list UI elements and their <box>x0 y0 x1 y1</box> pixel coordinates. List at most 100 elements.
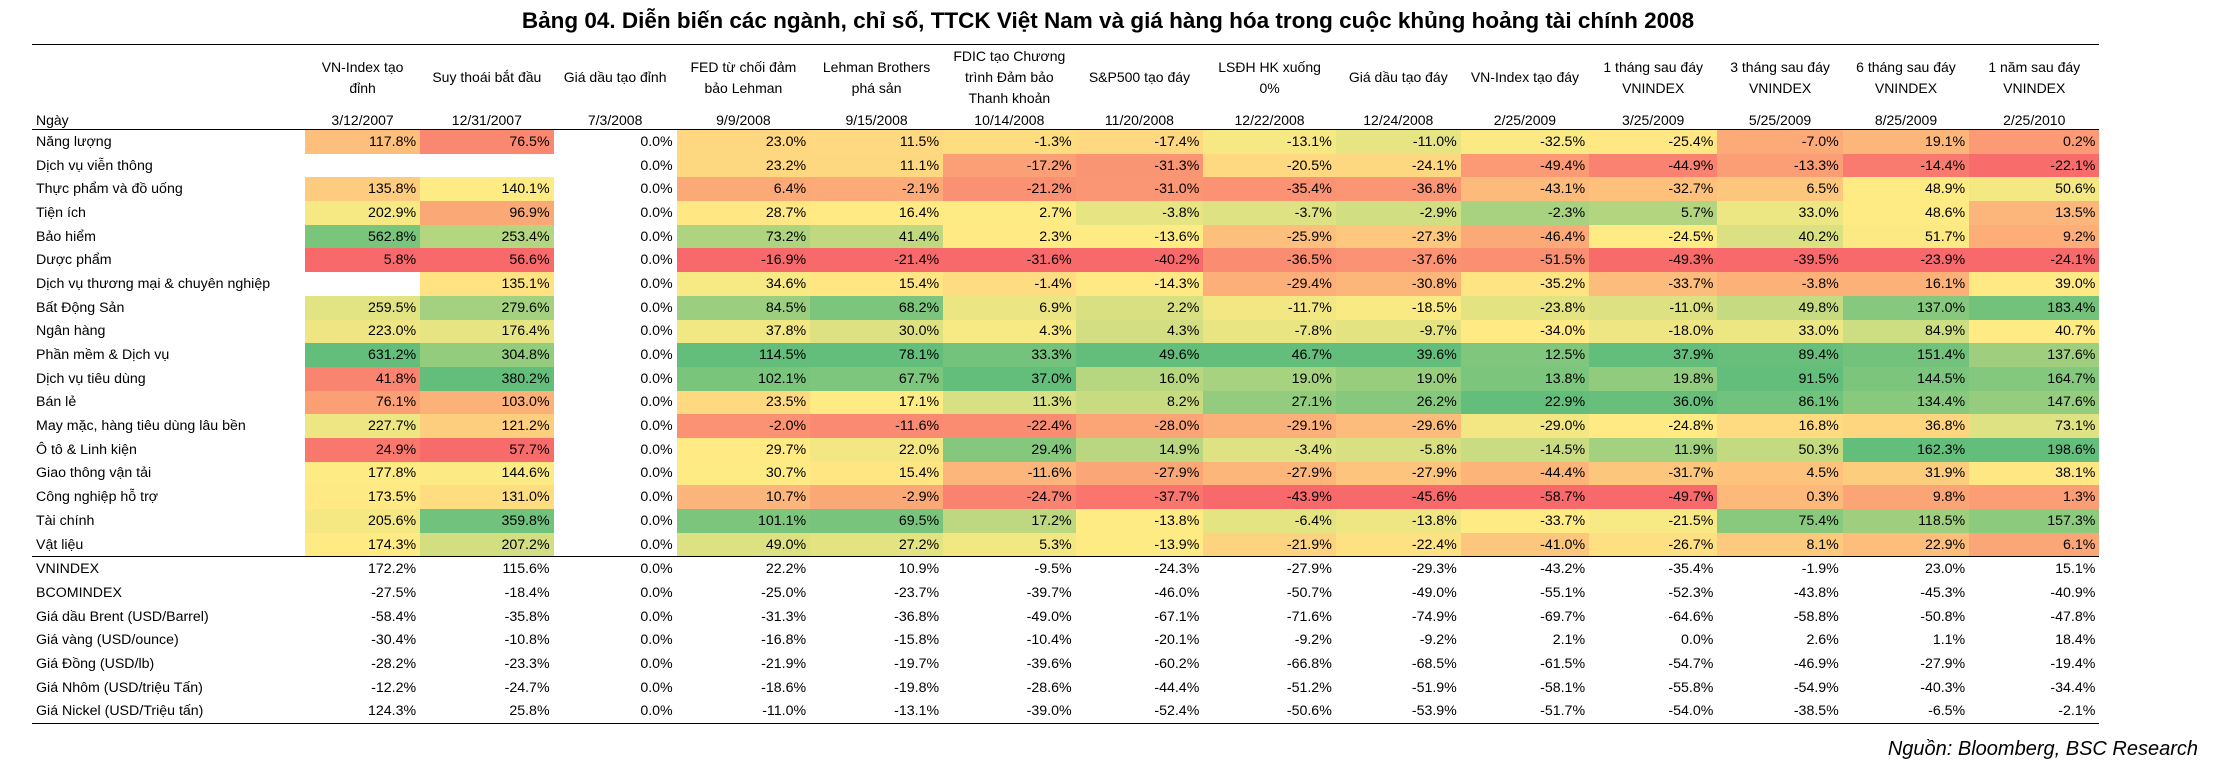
value-cell: 73.1% <box>1969 414 2100 438</box>
value-cell: -31.6% <box>943 248 1076 273</box>
value-cell: -18.0% <box>1589 319 1718 344</box>
value-cell: -35.8% <box>504 608 550 625</box>
value-cell: -1.9% <box>1717 556 1843 582</box>
value-cell: 11.5% <box>810 128 944 154</box>
value-cell: -46.0% <box>1154 584 1200 601</box>
value-cell: -31.3% <box>761 608 807 625</box>
value-cell: -11.7% <box>1203 295 1336 320</box>
value-cell: 202.9% <box>305 201 421 225</box>
row-label: Công nghiệp hỗ trợ <box>36 489 159 506</box>
sector-row: May mặc, hàng tiêu dùng lâu bền 227.7% 121… <box>32 414 2216 438</box>
value-cell: 0.0% <box>553 556 677 582</box>
value-cell: 17.2% <box>943 509 1076 533</box>
value-cell: 103.0% <box>420 390 554 415</box>
value-cell: -21.9% <box>761 655 807 672</box>
value-cell: 50.3% <box>1717 437 1843 462</box>
value-cell: -51.7% <box>1460 699 1590 725</box>
value-cell: -14.3% <box>1075 272 1204 296</box>
value-cell: 8.1% <box>1717 532 1843 557</box>
value-cell: -24.3% <box>1075 556 1204 582</box>
value-cell: 16.4% <box>810 201 944 225</box>
value-cell: -22.4% <box>943 414 1076 438</box>
value-cell: 0.0% <box>640 275 673 292</box>
value-cell: -39.7% <box>1026 584 1072 601</box>
row-label: Ngân hàng <box>36 323 106 340</box>
row-label: Giao thông vận tải <box>36 465 152 482</box>
value-cell: 5.7% <box>1589 201 1718 225</box>
value-cell: -24.5% <box>1589 224 1718 249</box>
value-cell: 78.1% <box>810 343 944 367</box>
value-cell: 11.9% <box>1589 437 1718 462</box>
value-cell: -18.4% <box>504 584 550 601</box>
value-cell: 124.3% <box>305 699 421 725</box>
value-cell: -14.4% <box>1842 153 1970 178</box>
value-cell: 76.5% <box>420 128 554 154</box>
row-label: Giá dầu Brent (USD/Barrel) <box>36 608 209 625</box>
header-date-label: Ngày <box>32 109 306 130</box>
value-cell: 34.6% <box>676 272 811 296</box>
value-cell: -1.4% <box>943 272 1076 296</box>
value-cell: -21.4% <box>810 248 944 273</box>
value-cell: -40.9% <box>2050 584 2096 601</box>
column-date-header: 11/20/2008 <box>1075 109 1204 130</box>
value-cell: 176.4% <box>420 319 554 344</box>
value-cell: -36.8% <box>1335 177 1461 202</box>
value-cell: 15.4% <box>810 461 944 486</box>
value-cell: -27.9% <box>1920 655 1966 672</box>
value-cell: -14.5% <box>1460 437 1590 462</box>
value-cell: 6.1% <box>1969 532 2100 557</box>
value-cell: 49.6% <box>1075 343 1204 367</box>
value-cell: 23.0% <box>1842 556 1970 582</box>
value-cell: -24.8% <box>1589 414 1718 438</box>
value-cell: -36.8% <box>894 608 940 625</box>
value-cell: 0.0% <box>640 418 673 435</box>
value-cell: -7.8% <box>1203 319 1336 344</box>
column-date-header: 12/31/2007 <box>420 109 554 130</box>
data-table: VN-Index tạo đỉnh Suy thoái bắt đầu Giá dầ… <box>32 44 2216 725</box>
value-cell: -46.4% <box>1460 224 1590 249</box>
value-cell: -55.1% <box>1540 584 1586 601</box>
sector-row: Dịch vụ tiêu dùng 41.8% 380.2% 0.0% 102.1% 67… <box>32 366 2216 391</box>
header-dates-row: Ngày 3/12/2007 12/31/2007 7/3/2008 9/9/2008 9… <box>32 109 2216 130</box>
value-cell: -49.0% <box>1411 584 1457 601</box>
value-cell: -58.4% <box>371 608 417 625</box>
value-cell: -39.0% <box>943 699 1076 725</box>
value-cell: -51.2% <box>1286 679 1332 696</box>
value-cell: -23.9% <box>1842 248 1970 273</box>
value-cell: -24.1% <box>1335 153 1461 178</box>
value-cell: 631.2% <box>305 343 421 367</box>
value-cell: 24.9% <box>305 437 421 462</box>
value-cell: 177.8% <box>305 461 421 486</box>
value-cell: 174.3% <box>305 532 421 557</box>
value-cell: 0.0% <box>640 536 673 553</box>
value-cell: -34.0% <box>1460 319 1590 344</box>
value-cell: 13.5% <box>1969 201 2100 225</box>
value-cell: 380.2% <box>420 366 554 391</box>
value-cell: 40.2% <box>1717 224 1843 249</box>
value-cell: 0.0% <box>640 157 673 174</box>
value-cell: 46.7% <box>1203 343 1336 367</box>
value-cell: 4.3% <box>1075 319 1204 344</box>
value-cell: 0.0% <box>1680 632 1714 649</box>
value-cell: -18.5% <box>1335 295 1461 320</box>
value-cell: 2.6% <box>1806 632 1839 649</box>
value-cell: 5.8% <box>305 248 421 273</box>
value-cell: -68.5% <box>1411 655 1457 672</box>
value-cell: 6.4% <box>676 177 811 202</box>
value-cell: -29.1% <box>1203 414 1336 438</box>
value-cell: 39.6% <box>1335 343 1461 367</box>
value-cell: 25.8% <box>420 699 554 725</box>
value-cell: 40.7% <box>1969 319 2100 344</box>
value-cell: 68.2% <box>810 295 944 320</box>
value-cell: -31.7% <box>1589 461 1718 486</box>
row-label: Bất Động Sản <box>36 299 125 316</box>
value-cell: -53.9% <box>1335 699 1461 725</box>
value-cell: 1.1% <box>1932 632 1966 649</box>
value-cell: 48.6% <box>1842 201 1970 225</box>
value-cell: -7.0% <box>1717 128 1843 154</box>
index-row: Giá Nhôm (USD/triệu Tấn) -12.2% -24.7% 0.0%… <box>32 676 2216 700</box>
value-cell: 13.8% <box>1460 366 1590 391</box>
column-date-header: 9/15/2008 <box>810 109 944 130</box>
value-cell: -13.8% <box>1075 509 1204 533</box>
index-row: Giá dầu Brent (USD/Barrel) -58.4% -35.8% 0.… <box>32 605 2216 629</box>
